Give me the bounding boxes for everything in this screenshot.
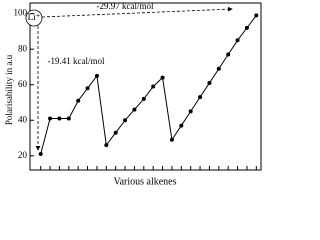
point: [179, 123, 184, 128]
y-tick-label: 100: [14, 8, 28, 18]
point: [235, 38, 240, 43]
arrow: [41, 6, 233, 18]
x-axis-label: Various alkenes: [113, 176, 176, 187]
y-tick-label: 80: [18, 43, 28, 53]
y-tick-label: 20: [18, 150, 28, 160]
point: [132, 107, 137, 112]
y-tick-label: 40: [18, 114, 28, 124]
plot-frame: [29, 2, 262, 171]
point: [123, 118, 128, 123]
chart: Polarisability in a.u Various alkenes Li…: [4, 1, 262, 187]
point: [66, 116, 71, 121]
point: [141, 96, 146, 101]
annotation: Li⁺: [28, 12, 41, 22]
point: [198, 95, 203, 100]
point: [188, 109, 193, 114]
point: [151, 84, 156, 89]
point: [244, 25, 249, 30]
y-axis-label: Polarisability in a.u: [4, 54, 14, 125]
point: [113, 130, 118, 135]
point: [76, 98, 81, 103]
point: [48, 116, 53, 121]
point: [85, 86, 90, 91]
point: [94, 73, 99, 78]
line: [40, 15, 257, 155]
point: [226, 52, 231, 57]
annotation: -29.97 kcal/mol: [97, 1, 154, 11]
point: [169, 137, 174, 142]
point: [216, 66, 221, 71]
point: [57, 116, 62, 121]
point: [207, 80, 212, 85]
point: [38, 152, 43, 157]
point: [160, 75, 165, 80]
annotation: -19.41 kcal/mol: [48, 56, 105, 66]
y-tick-label: 60: [18, 79, 28, 89]
point: [254, 13, 259, 18]
point: [104, 143, 109, 148]
